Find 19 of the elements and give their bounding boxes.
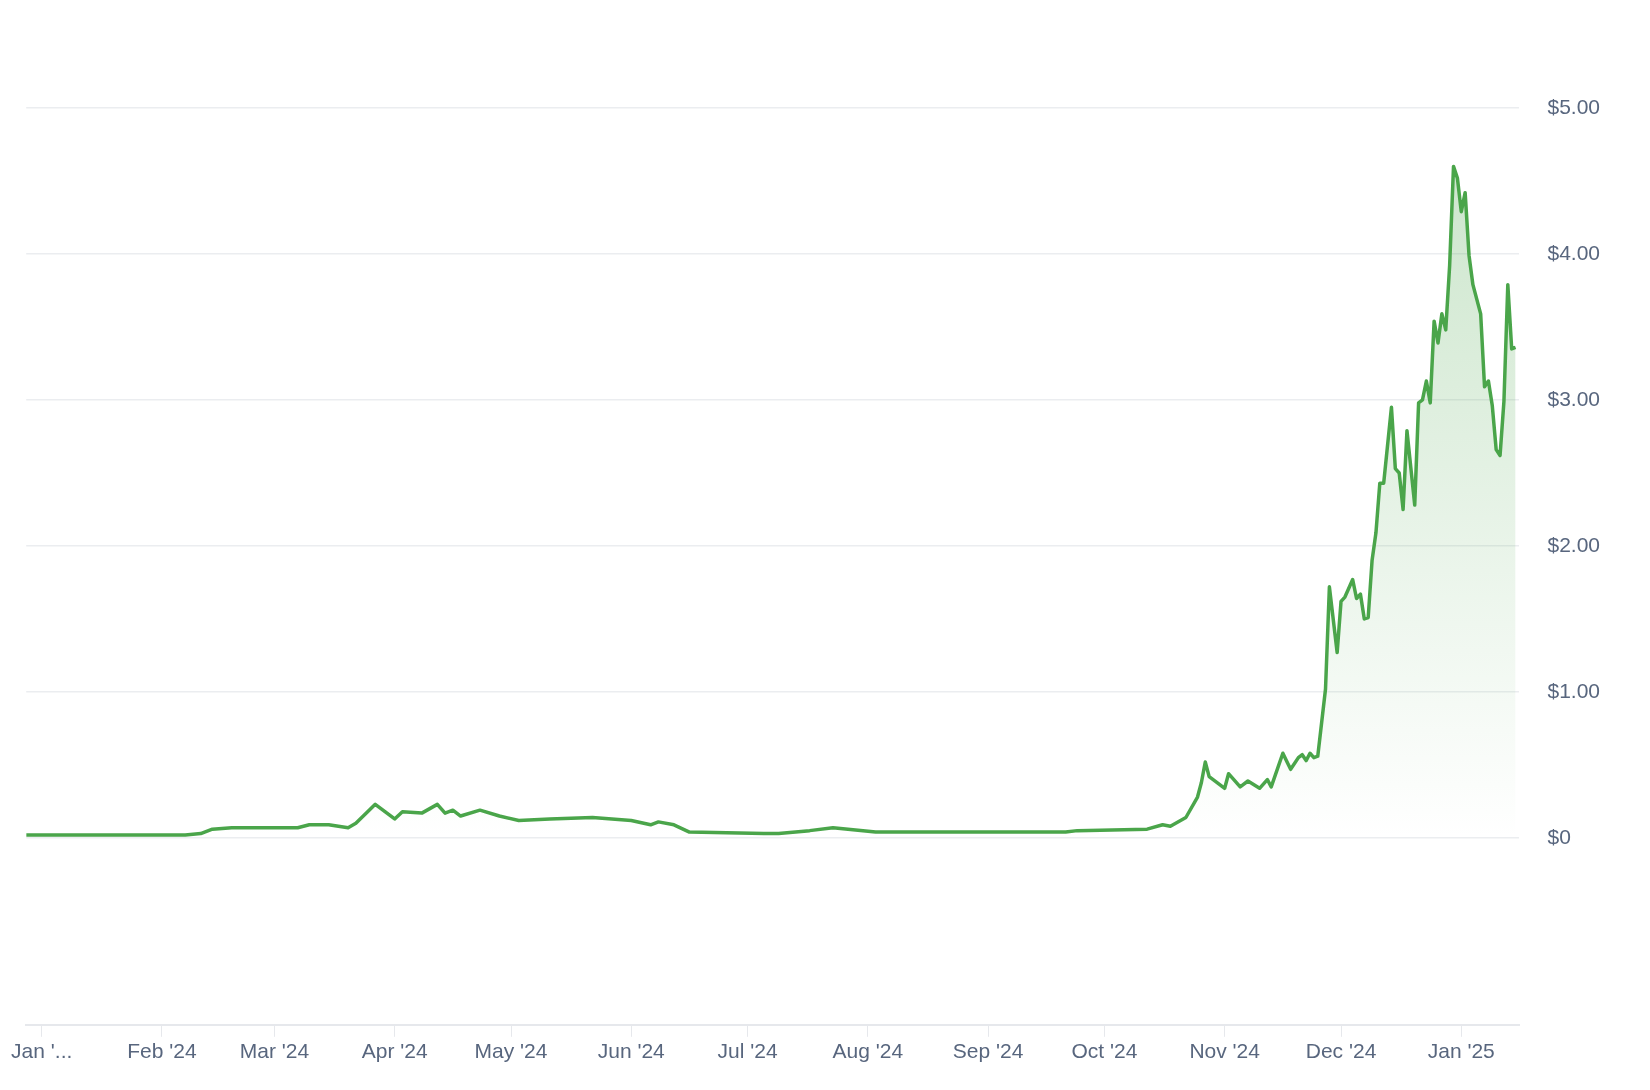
x-tick-label: Feb '24 — [127, 1039, 197, 1063]
x-tick-label: Nov '24 — [1189, 1039, 1261, 1063]
y-tick-label: $4.00 — [1547, 240, 1601, 264]
x-tick-label: Apr '24 — [361, 1039, 428, 1063]
x-tick-label: Jan '25 — [1427, 1039, 1495, 1063]
x-tick-label: Dec '24 — [1305, 1039, 1377, 1063]
x-tick-label: May '24 — [474, 1039, 548, 1063]
x-tick-label: Aug '24 — [832, 1039, 904, 1063]
x-tick-label: Jul '24 — [717, 1039, 778, 1063]
y-tick-label: $5.00 — [1547, 94, 1601, 118]
x-tick-label: Oct '24 — [1071, 1039, 1138, 1063]
y-tick-label: $3.00 — [1547, 386, 1601, 410]
y-tick-label: $1.00 — [1547, 678, 1601, 702]
y-tick-label: $0 — [1547, 824, 1571, 848]
x-tick-label: Mar '24 — [239, 1039, 310, 1063]
x-tick-label: Sep '24 — [952, 1039, 1024, 1063]
x-tick-label: Jun '24 — [597, 1039, 666, 1063]
y-tick-label: $2.00 — [1547, 532, 1601, 556]
x-tick-label: Jan '... — [11, 1039, 73, 1063]
